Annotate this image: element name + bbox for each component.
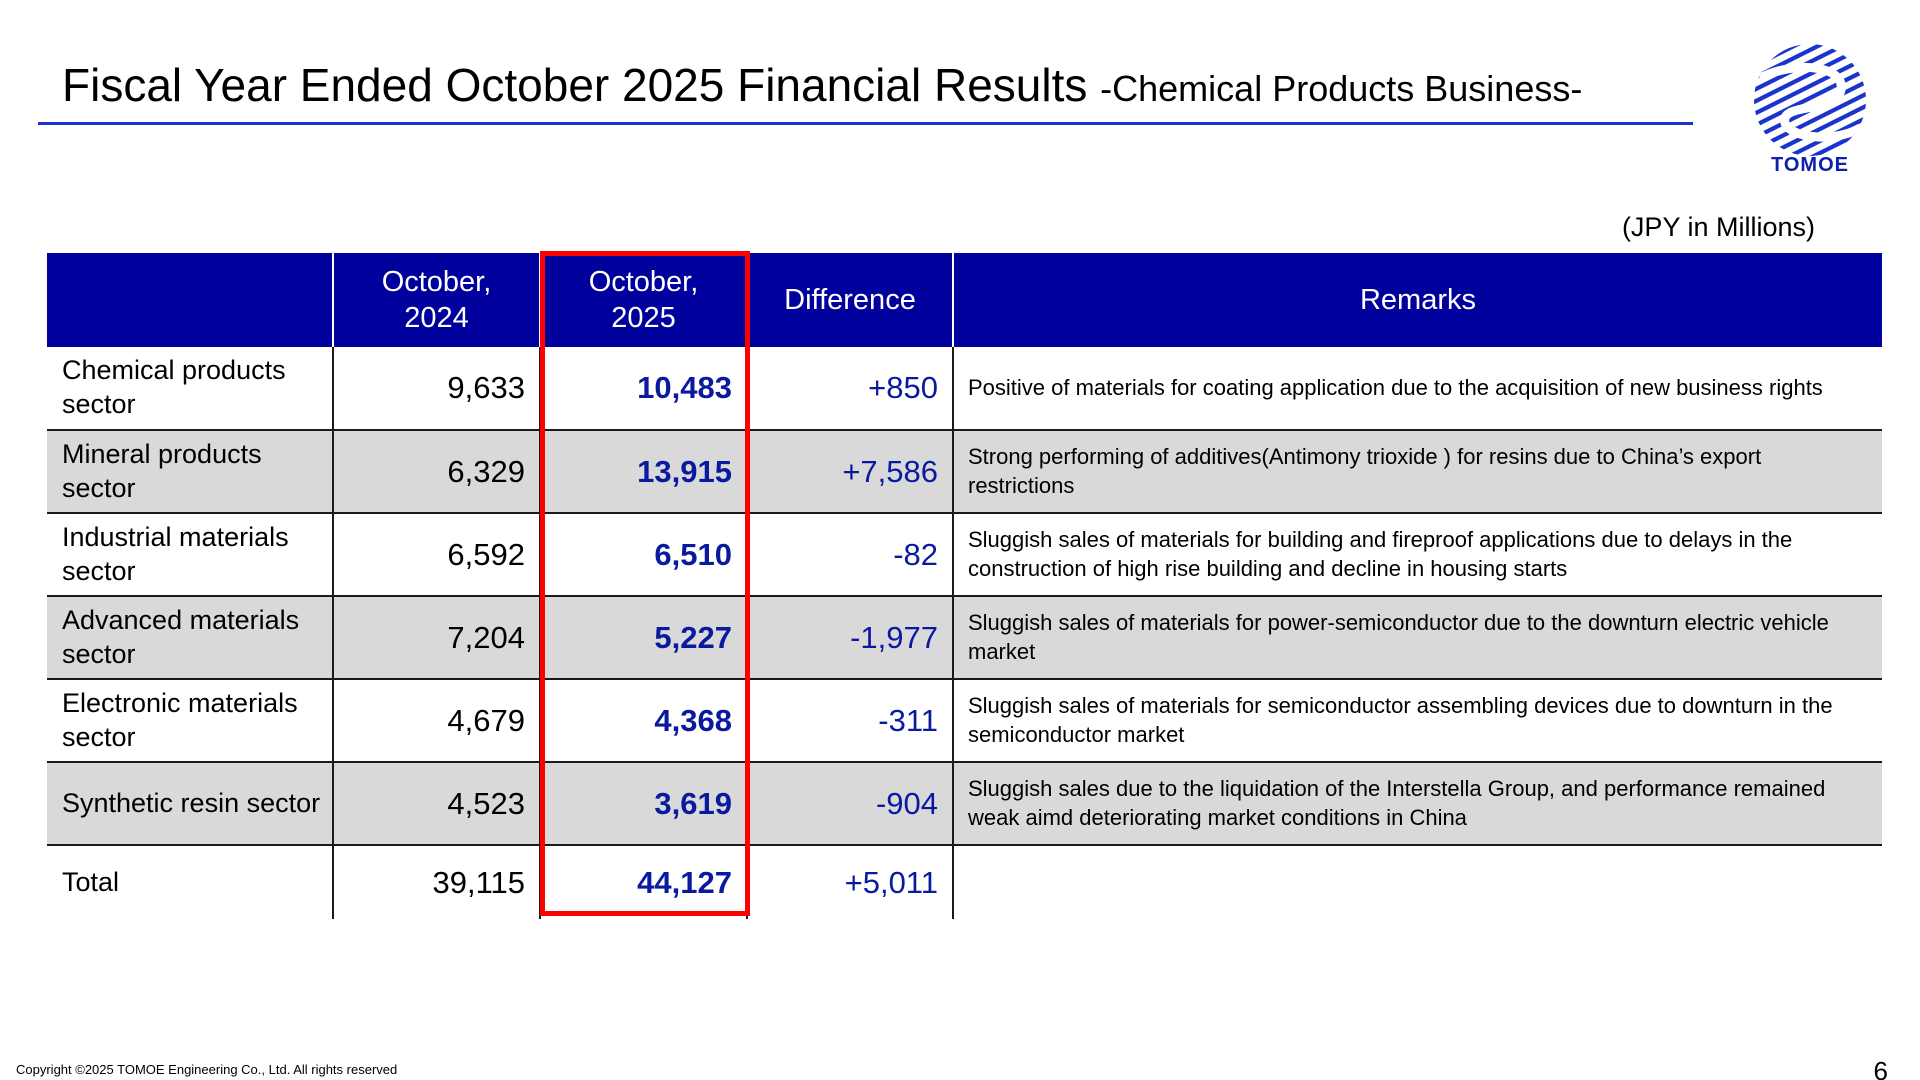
sector-label: Synthetic resin sector — [47, 762, 334, 846]
prev-value: 9,633 — [333, 347, 541, 431]
header-remarks: Remarks — [953, 253, 1882, 347]
prev-value: 6,329 — [333, 430, 541, 514]
remarks-text: Positive of materials for coating applic… — [953, 347, 1882, 431]
curr-value: 4,368 — [540, 679, 748, 763]
table-row: Synthetic resin sector 4,523 3,619 -904 … — [47, 762, 1882, 846]
header-prev-year-text: October, 2024 — [381, 265, 492, 334]
sector-label: Advanced materials sector — [47, 596, 334, 680]
sector-label: Industrial materials sector — [47, 513, 334, 597]
copyright-notice: Copyright ©2025 TOMOE Engineering Co., L… — [16, 1062, 398, 1077]
prev-value: 4,523 — [333, 762, 541, 846]
curr-value: 5,227 — [540, 596, 748, 680]
total-row: Total 39,115 44,127 +5,011 — [47, 845, 1882, 919]
logo-wordmark: TOMOE — [1771, 154, 1849, 176]
financial-results-table: October, 2024 October, 2025 Difference R… — [47, 253, 1882, 919]
difference-value: -1,977 — [747, 596, 954, 680]
total-remarks — [953, 845, 1882, 919]
unit-note: (JPY in Millions) — [1621, 212, 1815, 242]
difference-value: -82 — [747, 513, 954, 597]
difference-value: -311 — [747, 679, 954, 763]
prev-value: 7,204 — [333, 596, 541, 680]
prev-value: 6,592 — [333, 513, 541, 597]
remarks-text: Sluggish sales of materials for semicond… — [953, 679, 1882, 763]
table-row: Mineral products sector 6,329 13,915 +7,… — [47, 430, 1882, 514]
table-row: Industrial materials sector 6,592 6,510 … — [47, 513, 1882, 597]
difference-value: +7,586 — [747, 430, 954, 514]
remarks-text: Strong performing of additives(Antimony … — [953, 430, 1882, 514]
sector-label: Electronic materials sector — [47, 679, 334, 763]
table-row: Chemical products sector 9,633 10,483 +8… — [47, 347, 1882, 431]
header-prev-year: October, 2024 — [333, 253, 541, 347]
title-divider — [38, 122, 1693, 125]
curr-value: 10,483 — [540, 347, 748, 431]
table-header-row: October, 2024 October, 2025 Difference R… — [47, 253, 1882, 347]
table-row: Advanced materials sector 7,204 5,227 -1… — [47, 596, 1882, 680]
prev-value: 4,679 — [333, 679, 541, 763]
difference-value: +850 — [747, 347, 954, 431]
sector-label: Chemical products sector — [47, 347, 334, 431]
table-row: Electronic materials sector 4,679 4,368 … — [47, 679, 1882, 763]
header-curr-year-text: October, 2025 — [588, 265, 699, 334]
total-curr-value: 44,127 — [540, 845, 748, 919]
total-difference-value: +5,011 — [747, 845, 954, 919]
remarks-text: Sluggish sales due to the liquidation of… — [953, 762, 1882, 846]
page-title: Fiscal Year Ended October 2025 Financial… — [62, 58, 1582, 112]
header-curr-year: October, 2025 — [540, 253, 748, 347]
total-label: Total — [47, 845, 334, 919]
sector-label: Mineral products sector — [47, 430, 334, 514]
curr-value: 13,915 — [540, 430, 748, 514]
total-prev-value: 39,115 — [333, 845, 541, 919]
header-difference: Difference — [747, 253, 954, 347]
remarks-text: Sluggish sales of materials for building… — [953, 513, 1882, 597]
page-title-sub: -Chemical Products Business- — [1100, 68, 1583, 109]
header-sector — [47, 253, 334, 347]
difference-value: -904 — [747, 762, 954, 846]
curr-value: 6,510 — [540, 513, 748, 597]
remarks-text: Sluggish sales of materials for power-se… — [953, 596, 1882, 680]
page-number: 6 — [1873, 1056, 1888, 1080]
curr-value: 3,619 — [540, 762, 748, 846]
tomoe-swirl-logo-icon — [1754, 44, 1866, 156]
page-title-main: Fiscal Year Ended October 2025 Financial… — [62, 59, 1101, 111]
